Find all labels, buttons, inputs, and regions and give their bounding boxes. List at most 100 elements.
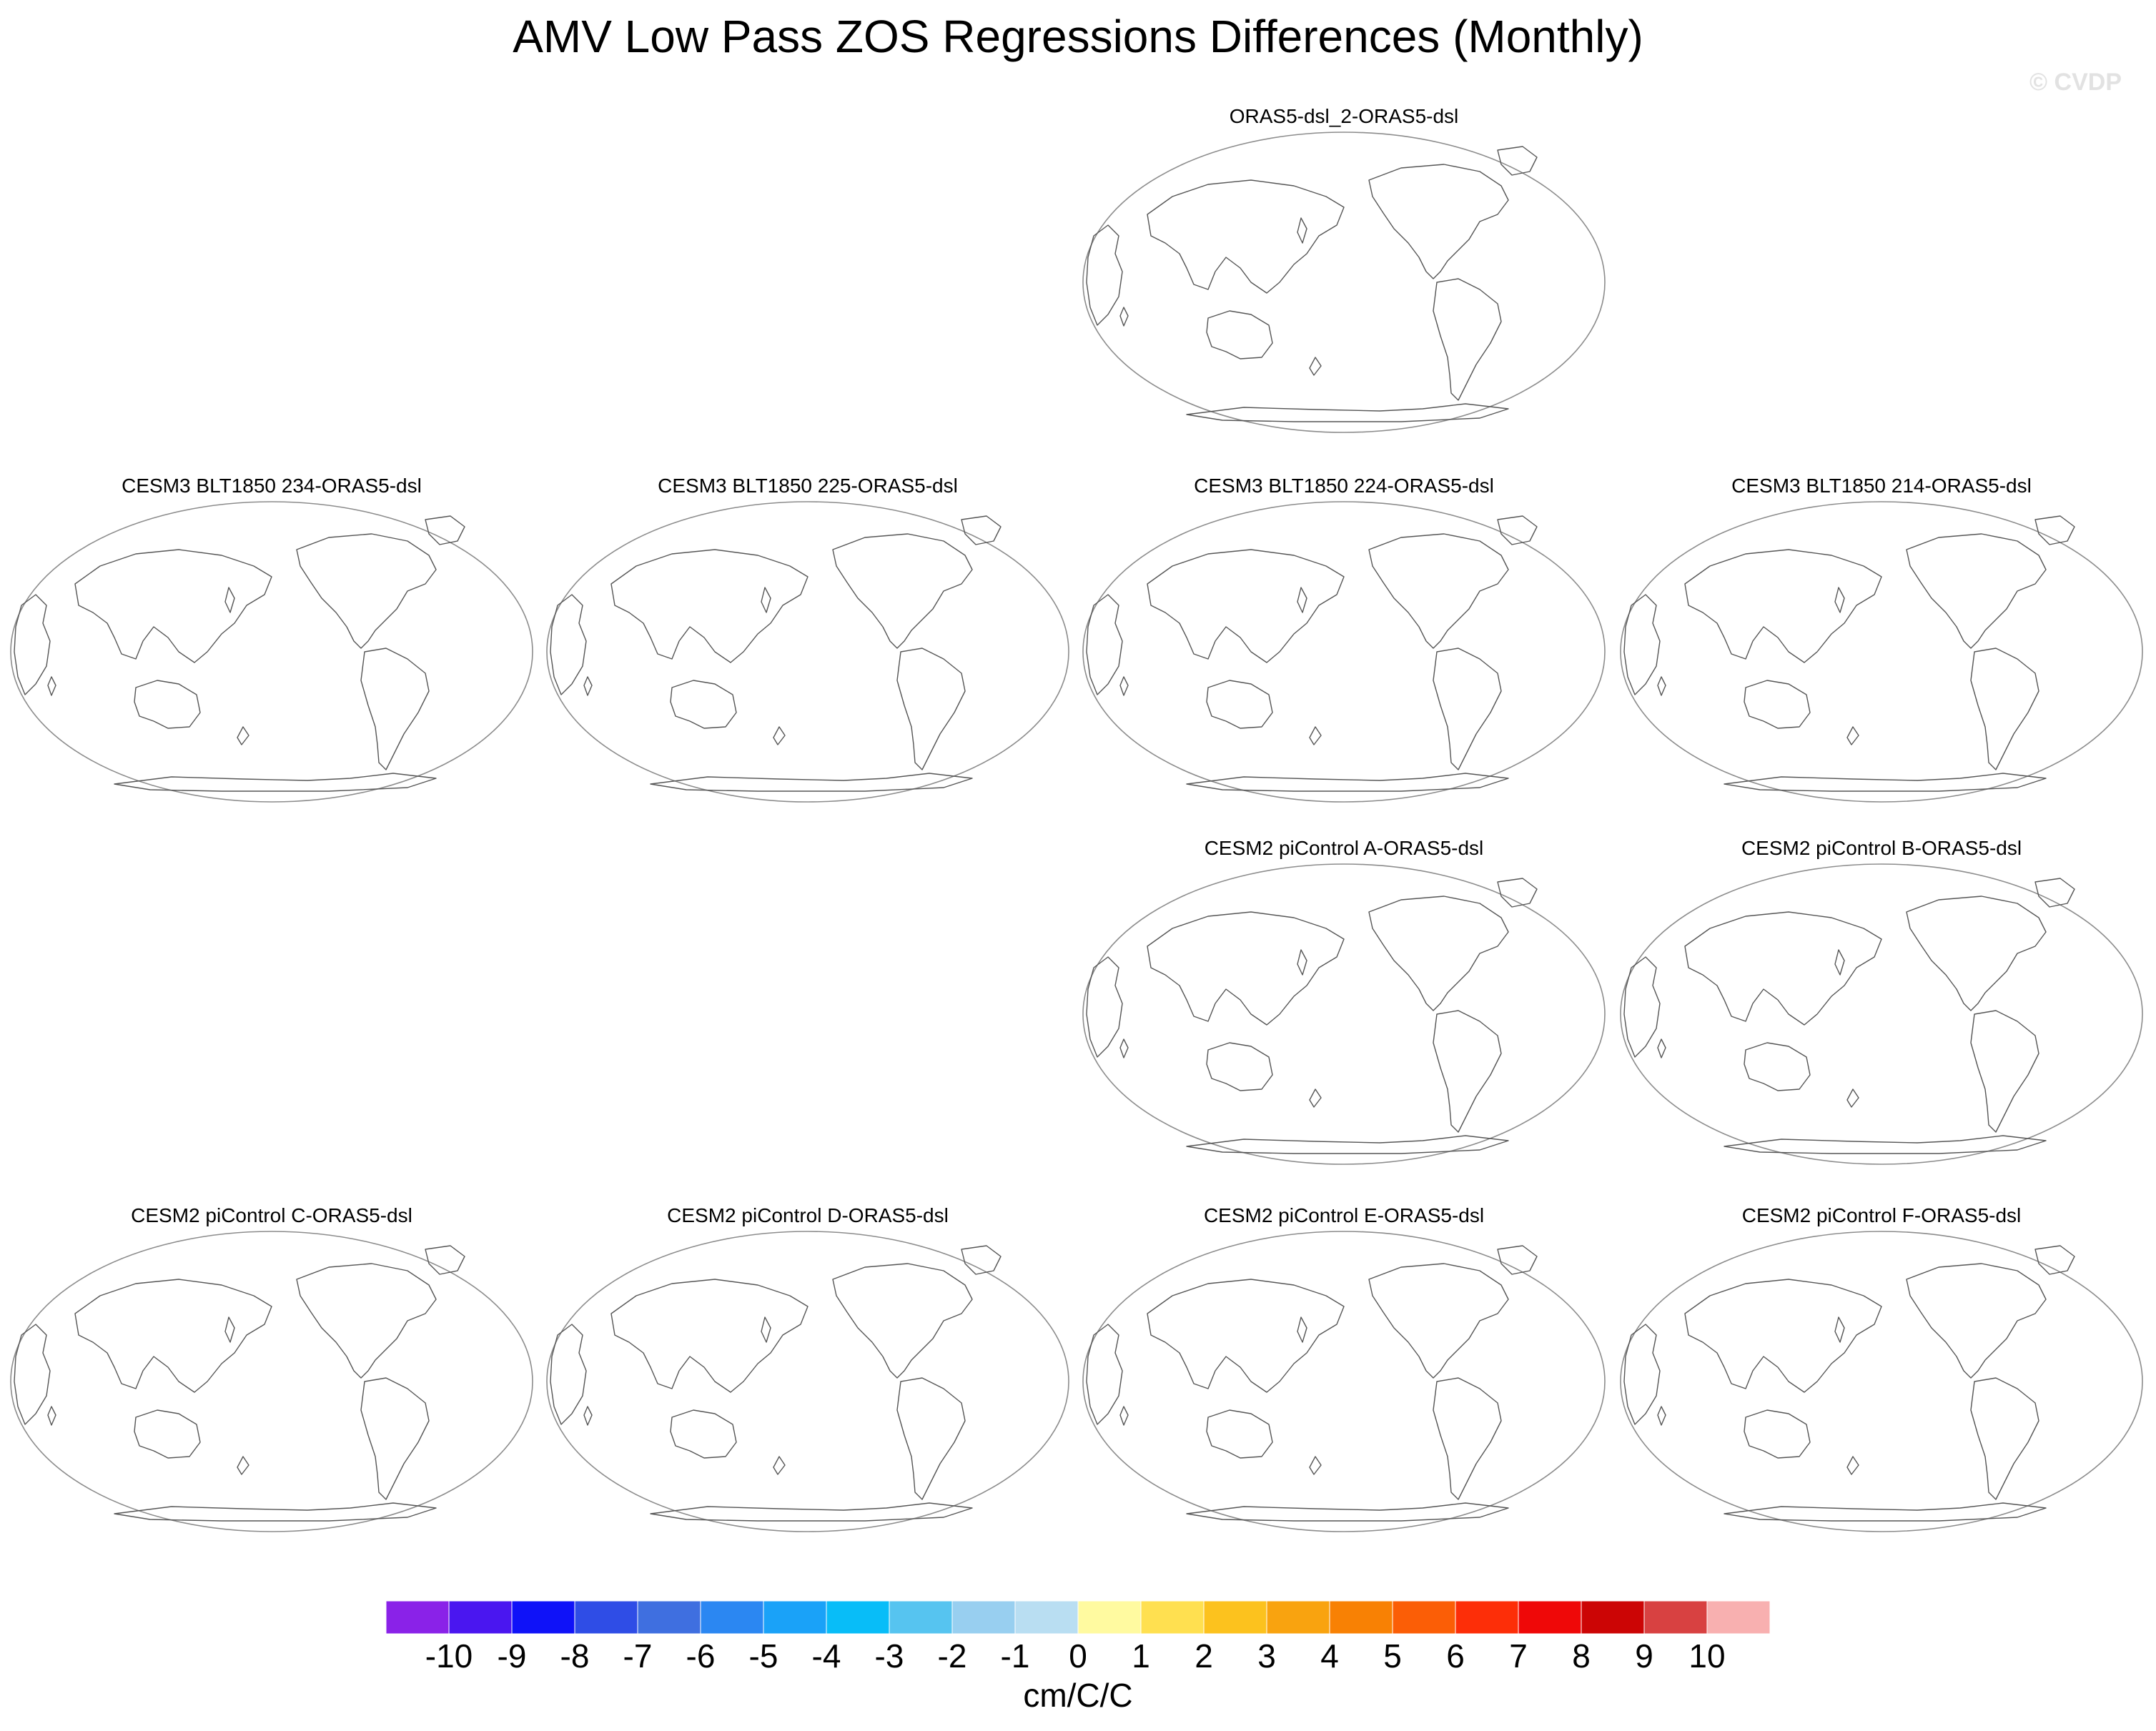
- panel-title: CESM2 piControl C-ORAS5-dsl: [131, 1204, 412, 1226]
- japan-coastline: [761, 1316, 771, 1343]
- japan-coastline: [761, 587, 771, 613]
- map-boundary: [1082, 132, 1606, 433]
- antarctica-coastline: [650, 773, 973, 792]
- south-america-coastline: [896, 1377, 966, 1500]
- panel-title: CESM3 BLT1850 214-ORAS5-dsl: [1731, 475, 2032, 497]
- madagascar-coastline: [1119, 1038, 1129, 1058]
- panel-title: CESM3 BLT1850 224-ORAS5-dsl: [1194, 475, 1494, 497]
- map-panel: CESM2 piControl B-ORAS5-dsl: [1617, 836, 2146, 1172]
- colorbar-bin: [1643, 1601, 1708, 1634]
- colorbar-tick-label: 2: [1195, 1637, 1213, 1675]
- new-zealand-coastline: [773, 726, 786, 745]
- asia-coastline: [1147, 179, 1345, 294]
- north-america-coastline: [1906, 533, 2047, 649]
- panel-title: CESM2 piControl A-ORAS5-dsl: [1204, 837, 1484, 859]
- greenland-coastline: [2034, 515, 2075, 545]
- new-zealand-coastline: [1846, 1456, 1859, 1475]
- map-boundary: [546, 1231, 1069, 1532]
- north-america-coastline: [1906, 896, 2047, 1011]
- madagascar-coastline: [47, 1406, 56, 1426]
- australia-coastline: [1206, 1042, 1273, 1091]
- australia-coastline: [134, 680, 201, 729]
- coastlines: [1623, 515, 2075, 792]
- europe-africa-coastline: [550, 1324, 587, 1425]
- south-america-coastline: [360, 1377, 430, 1500]
- colorbar-tick-label: 9: [1635, 1637, 1653, 1675]
- colorbar-tick-label: 4: [1320, 1637, 1339, 1675]
- colorbar-tick-label: -1: [1000, 1637, 1030, 1675]
- asia-coastline: [1147, 911, 1345, 1026]
- coastlines: [14, 1245, 465, 1522]
- madagascar-coastline: [583, 1406, 593, 1426]
- world-map: [1620, 501, 2143, 803]
- japan-coastline: [1297, 1316, 1307, 1343]
- asia-coastline: [610, 1279, 808, 1393]
- europe-africa-coastline: [1086, 594, 1123, 695]
- europe-africa-coastline: [1623, 594, 1661, 695]
- australia-coastline: [1744, 1042, 1811, 1091]
- europe-africa-coastline: [1086, 956, 1123, 1058]
- world-map: [1082, 501, 1606, 803]
- asia-coastline: [1684, 911, 1882, 1026]
- world-map: [546, 501, 1069, 803]
- map-boundary: [1620, 863, 2143, 1165]
- antarctica-coastline: [1186, 1135, 1509, 1154]
- japan-coastline: [1834, 587, 1845, 613]
- colorbar-bin: [1329, 1601, 1393, 1634]
- colorbar-bin: [951, 1601, 1016, 1634]
- south-america-coastline: [1970, 1377, 2039, 1500]
- europe-africa-coastline: [14, 1324, 51, 1425]
- colorbar-bin: [763, 1601, 827, 1634]
- south-america-coastline: [1433, 1010, 1502, 1133]
- colorbar-bin: [448, 1601, 513, 1634]
- world-map: [10, 1231, 533, 1532]
- greenland-coastline: [1497, 146, 1538, 176]
- japan-coastline: [1297, 587, 1307, 613]
- colorbar-bin: [1266, 1601, 1330, 1634]
- colorbar-bin: [1392, 1601, 1456, 1634]
- asia-coastline: [1147, 1279, 1345, 1393]
- north-america-coastline: [832, 1263, 973, 1379]
- colorbar-tick-label: -7: [623, 1637, 653, 1675]
- greenland-coastline: [1497, 878, 1538, 908]
- panel-title: ORAS5-dsl_2-ORAS5-dsl: [1229, 105, 1459, 127]
- colorbar-bin: [1706, 1601, 1771, 1634]
- europe-africa-coastline: [1623, 956, 1661, 1058]
- new-zealand-coastline: [1309, 357, 1322, 376]
- world-map: [1082, 132, 1606, 433]
- colorbar-tick-label: -9: [497, 1637, 527, 1675]
- world-map: [546, 1231, 1069, 1532]
- panel-title: CESM3 BLT1850 234-ORAS5-dsl: [122, 475, 422, 497]
- madagascar-coastline: [1119, 676, 1129, 696]
- asia-coastline: [1147, 549, 1345, 663]
- north-america-coastline: [1368, 164, 1509, 279]
- australia-coastline: [1744, 680, 1811, 729]
- watermark: © CVDP: [2029, 69, 2122, 96]
- australia-coastline: [670, 680, 737, 729]
- greenland-coastline: [425, 515, 465, 545]
- colorbar-tick-label: -8: [560, 1637, 590, 1675]
- greenland-coastline: [961, 515, 1002, 545]
- south-america-coastline: [1433, 648, 1502, 770]
- figure-title: AMV Low Pass ZOS Regressions Differences…: [513, 11, 1643, 62]
- north-america-coastline: [296, 1263, 437, 1379]
- asia-coastline: [74, 549, 272, 663]
- world-map: [1620, 1231, 2143, 1532]
- colorbar-bin: [889, 1601, 953, 1634]
- colorbar: [386, 1601, 1771, 1634]
- map-panel: CESM3 BLT1850 225-ORAS5-dsl: [543, 474, 1072, 810]
- antarctica-coastline: [114, 773, 437, 792]
- greenland-coastline: [2034, 878, 2075, 908]
- map-boundary: [1620, 501, 2143, 803]
- asia-coastline: [1684, 1279, 1882, 1393]
- south-america-coastline: [1970, 1010, 2039, 1133]
- madagascar-coastline: [1119, 307, 1129, 327]
- coastlines: [550, 1245, 1002, 1522]
- north-america-coastline: [296, 533, 437, 649]
- south-america-coastline: [1970, 648, 2039, 770]
- antarctica-coastline: [114, 1502, 437, 1522]
- coastlines: [14, 515, 465, 792]
- north-america-coastline: [1368, 533, 1509, 649]
- colorbar-bin: [1203, 1601, 1267, 1634]
- greenland-coastline: [961, 1245, 1002, 1275]
